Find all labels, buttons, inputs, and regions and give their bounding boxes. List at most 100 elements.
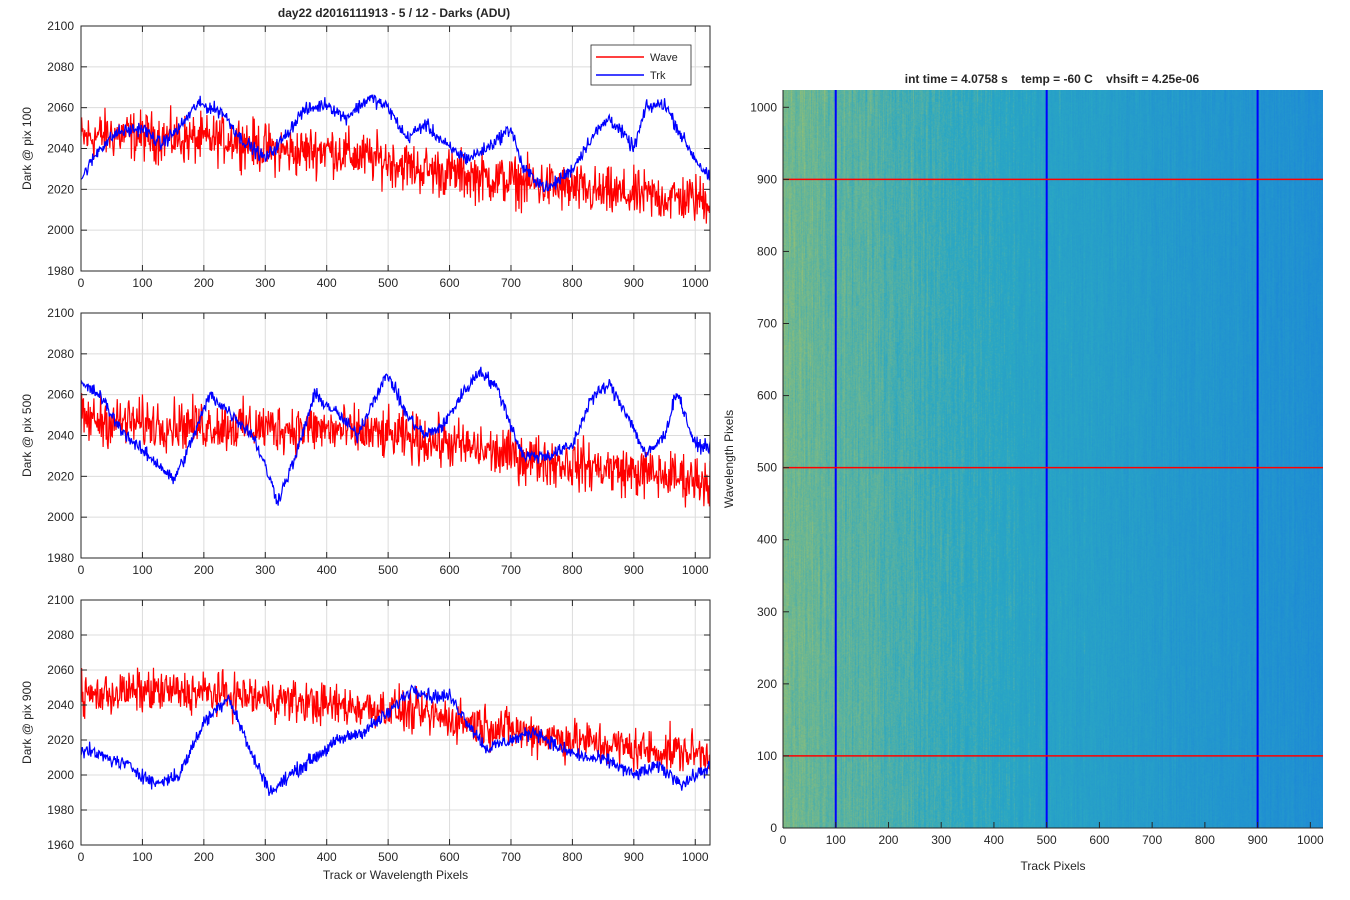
heatmap-x-tick-label: 500 — [1037, 833, 1057, 847]
x-tick-label: 500 — [378, 850, 398, 864]
heatmap-x-tick-label: 800 — [1195, 833, 1215, 847]
heatmap-y-axis-label: Wavelength Pixels — [722, 410, 736, 508]
y-tick-label: 2080 — [47, 628, 74, 642]
y-tick-label: 2100 — [47, 19, 74, 33]
y-axis-label: Dark @ pix 100 — [20, 107, 34, 190]
x-tick-label: 800 — [562, 276, 582, 290]
heatmap-y-tick-label: 400 — [757, 533, 777, 547]
x-tick-label: 600 — [440, 850, 460, 864]
figure-title: day22 d2016111913 - 5 / 12 - Darks (ADU) — [278, 6, 510, 20]
y-tick-label: 1980 — [47, 551, 74, 565]
x-tick-label: 200 — [194, 850, 214, 864]
heatmap-x-axis-label: Track Pixels — [1021, 859, 1086, 873]
panel-pix-500: 0 100 200 300 400 500 600 700 800 900 1000 1980 2000… — [20, 306, 711, 577]
heatmap-x-tick-label: 600 — [1089, 833, 1109, 847]
legend-box — [590, 44, 692, 86]
x-tick-label: 100 — [132, 563, 152, 577]
legend: Wave Trk — [590, 44, 692, 86]
y-tick-label: 2020 — [47, 469, 74, 483]
x-tick-label: 800 — [562, 563, 582, 577]
x-tick-label: 500 — [378, 276, 398, 290]
x-tick-label: 0 — [78, 563, 85, 577]
heatmap-x-tick-label: 300 — [931, 833, 951, 847]
y-tick-label: 2000 — [47, 768, 74, 782]
heatmap-y-tick-label: 1000 — [750, 100, 777, 114]
heatmap-y-tick-label: 600 — [757, 389, 777, 403]
heatmap-x-tick-label: 400 — [984, 833, 1004, 847]
x-tick-label: 600 — [440, 276, 460, 290]
x-tick-label: 300 — [255, 276, 275, 290]
x-tick-label: 1000 — [682, 563, 709, 577]
y-tick-label: 2080 — [47, 347, 74, 361]
x-tick-label: 400 — [317, 563, 337, 577]
series-line-wave — [81, 105, 710, 224]
heatmap-image — [783, 90, 1323, 828]
y-tick-label: 2000 — [47, 510, 74, 524]
series-line-wave — [81, 393, 710, 508]
x-tick-label: 300 — [255, 850, 275, 864]
y-tick-label: 2040 — [47, 429, 74, 443]
heatmap-x-tick-label: 700 — [1142, 833, 1162, 847]
heatmap-x-tick-label: 100 — [826, 833, 846, 847]
heatmap-x-tick-label: 0 — [780, 833, 787, 847]
y-tick-label: 2080 — [47, 60, 74, 74]
legend-label-trk: Trk — [650, 70, 666, 82]
x-tick-label: 800 — [562, 850, 582, 864]
y-tick-label: 2040 — [47, 698, 74, 712]
series-line-trk — [81, 94, 710, 193]
x-tick-label: 100 — [132, 276, 152, 290]
y-tick-label: 1980 — [47, 264, 74, 278]
y-tick-label: 2020 — [47, 733, 74, 747]
heatmap-x-tick-label: 200 — [878, 833, 898, 847]
heatmap-x-tick-label: 1000 — [1297, 833, 1324, 847]
y-tick-label: 2020 — [47, 182, 74, 196]
heatmap-y-tick-label: 100 — [757, 749, 777, 763]
x-tick-label: 900 — [624, 850, 644, 864]
series-line-wave — [81, 667, 710, 775]
heatmap-y-tick-label: 700 — [757, 317, 777, 331]
series-line-trk — [81, 684, 710, 796]
axes-box — [80, 599, 711, 846]
x-tick-label: 900 — [624, 276, 644, 290]
plot-area — [81, 600, 710, 845]
panel-pix-900: 0 100 200 300 400 500 600 700 800 900 1000 1960 1980… — [20, 593, 711, 882]
x-tick-label: 0 — [78, 276, 85, 290]
heatmap-y-tick-label: 200 — [757, 677, 777, 691]
heatmap-y-tick-label: 900 — [757, 172, 777, 186]
y-tick-label: 1960 — [47, 838, 74, 852]
x-tick-label: 300 — [255, 563, 275, 577]
heatmap-y-tick-label: 300 — [757, 605, 777, 619]
heatmap-y-tick-label: 500 — [757, 461, 777, 475]
y-tick-label: 2040 — [47, 142, 74, 156]
x-tick-label: 700 — [501, 563, 521, 577]
y-tick-label: 2060 — [47, 388, 74, 402]
x-tick-label: 1000 — [682, 850, 709, 864]
x-tick-label: 200 — [194, 276, 214, 290]
legend-label-wave: Wave — [650, 52, 678, 64]
y-tick-label: 1980 — [47, 803, 74, 817]
heatmap-y-tick-label: 800 — [757, 244, 777, 258]
x-tick-label: 700 — [501, 276, 521, 290]
y-tick-label: 2060 — [47, 663, 74, 677]
y-tick-label: 2100 — [47, 593, 74, 607]
x-tick-label: 600 — [440, 563, 460, 577]
x-tick-label: 1000 — [682, 276, 709, 290]
x-tick-label: 400 — [317, 850, 337, 864]
y-tick-label: 2060 — [47, 101, 74, 115]
y-axis-label: Dark @ pix 900 — [20, 681, 34, 764]
x-tick-label: 200 — [194, 563, 214, 577]
x-tick-label: 500 — [378, 563, 398, 577]
x-axis-label: Track or Wavelength Pixels — [323, 868, 468, 882]
y-tick-label: 2000 — [47, 223, 74, 237]
heatmap-x-tick-label: 900 — [1248, 833, 1268, 847]
heatmap-y-tick-label: 0 — [770, 821, 777, 835]
x-tick-label: 400 — [317, 276, 337, 290]
heatmap-title: int time = 4.0758 s temp = -60 C vhsift … — [905, 72, 1200, 86]
series-line-trk — [81, 366, 710, 506]
y-axis-label: Dark @ pix 500 — [20, 394, 34, 477]
x-tick-label: 100 — [132, 850, 152, 864]
x-tick-label: 700 — [501, 850, 521, 864]
x-tick-label: 0 — [78, 850, 85, 864]
panel-heatmap: int time = 4.0758 s temp = -60 C vhsift … — [722, 72, 1324, 873]
